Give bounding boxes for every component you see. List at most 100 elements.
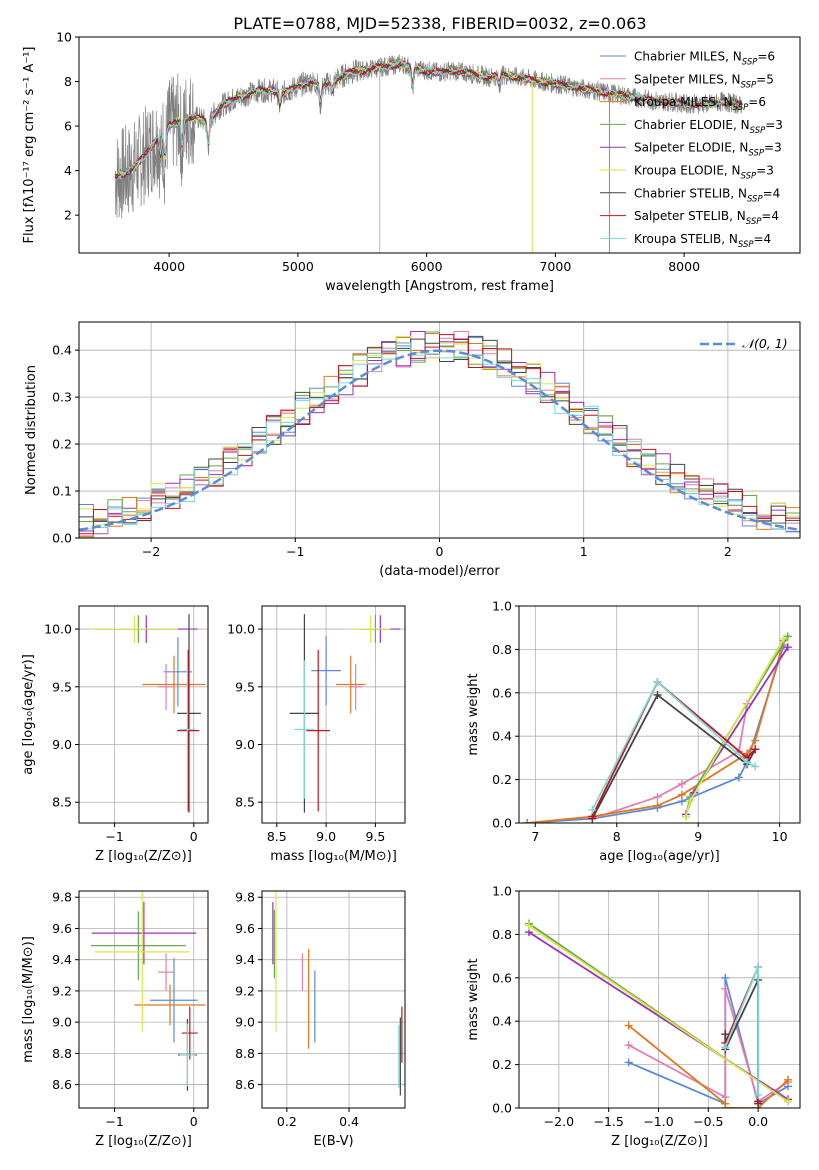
weight-marker bbox=[784, 1075, 793, 1084]
y-tick-label: 9.8 bbox=[52, 890, 72, 905]
y-tick-label: 9.6 bbox=[235, 921, 255, 936]
plot-area bbox=[524, 919, 793, 1108]
x-axis-label: Z [log₁₀(Z/Z⊙)] bbox=[95, 1134, 192, 1149]
x-axis-label: E(B-V) bbox=[313, 1134, 353, 1149]
weight-marker bbox=[783, 643, 792, 652]
axes-frame bbox=[261, 605, 406, 824]
spectrum-axes: 4000 5000 6000 7000 8000 2 4 6 8 10 wavelength [An… bbox=[22, 30, 801, 294]
plot-area bbox=[272, 891, 403, 1096]
weight-marker bbox=[653, 677, 662, 686]
y-axis-label: mass weight bbox=[466, 958, 481, 1040]
x-axis-label: Z [log₁₀(Z/Z⊙)] bbox=[611, 1134, 708, 1149]
weight-marker bbox=[751, 762, 760, 771]
y-tick-label: 9.0 bbox=[235, 737, 255, 752]
y-tick-label: 0.2 bbox=[52, 437, 72, 452]
x-tick-label: −1 bbox=[105, 1114, 123, 1129]
x-tick-label: 8000 bbox=[668, 259, 700, 274]
y-tick-label: 8 bbox=[64, 74, 72, 89]
y-tick-label: 2 bbox=[64, 208, 72, 223]
plot-area bbox=[79, 331, 800, 538]
x-tick-label: 0.0 bbox=[748, 1114, 768, 1129]
y-tick-label: 0.8 bbox=[492, 927, 512, 942]
weight-marker bbox=[754, 1090, 763, 1099]
y-axis-label: Flux [fλ10⁻¹⁷ erg cm⁻² s⁻¹ A⁻¹] bbox=[22, 47, 37, 244]
y-tick-label: 9.0 bbox=[52, 1015, 72, 1030]
y-tick-label: 4 bbox=[64, 163, 72, 178]
y-tick-label: 0.0 bbox=[492, 1101, 512, 1116]
legend-entry: Salpeter MILES, NSSP=5 bbox=[634, 72, 774, 90]
errorbar-axes: 8.5 9.0 9.5 8.5 9.0 9.5 10.0 mass [log₁₀(M/M⊙)] bbox=[227, 605, 406, 864]
x-tick-label: 8 bbox=[613, 829, 621, 844]
x-axis-label: mass [log₁₀(M/M⊙)] bbox=[270, 849, 397, 864]
legend-entry: Salpeter STELIB, NSSP=4 bbox=[634, 209, 779, 227]
weight-marker bbox=[588, 805, 597, 814]
observed-spectrum bbox=[114, 54, 743, 219]
y-tick-label: 9.2 bbox=[52, 983, 72, 998]
y-axis-label: mass [log₁₀(M/M⊙)] bbox=[21, 936, 36, 1063]
y-tick-label: 0.4 bbox=[492, 729, 512, 744]
y-tick-label: 0.8 bbox=[492, 642, 512, 657]
weight-marker bbox=[653, 801, 662, 810]
y-tick-label: 0.1 bbox=[52, 484, 72, 499]
x-tick-label: −2.0 bbox=[544, 1114, 574, 1129]
weight-marker bbox=[783, 632, 792, 641]
histogram-krou_stelib bbox=[79, 342, 800, 533]
y-tick-label: 8.5 bbox=[235, 795, 255, 810]
weight-marker bbox=[754, 962, 763, 971]
y-tick-label: 0.4 bbox=[492, 1014, 512, 1029]
y-tick-label: 9.2 bbox=[235, 983, 255, 998]
axes-frame bbox=[78, 890, 209, 1109]
y-tick-label: 0.6 bbox=[492, 685, 512, 700]
legend-entry: Salpeter ELODIE, NSSP=3 bbox=[634, 141, 782, 159]
weight-marker bbox=[751, 736, 760, 745]
weight-marker bbox=[721, 1043, 730, 1052]
x-axis-label: Z [log₁₀(Z/Z⊙)] bbox=[95, 849, 192, 864]
x-tick-label: 9.0 bbox=[316, 829, 336, 844]
weight-marker bbox=[624, 1041, 633, 1050]
x-tick-label: −1.5 bbox=[594, 1114, 624, 1129]
y-tick-label: 9.6 bbox=[52, 921, 72, 936]
y-tick-label: 0.4 bbox=[52, 343, 72, 358]
weight-marker bbox=[734, 773, 743, 782]
weight-marker bbox=[524, 921, 533, 930]
weight-line-salp_miles bbox=[592, 703, 748, 820]
weight-line-chab_stelib bbox=[591, 693, 756, 820]
weight-axes: 7 8 9 10 0.0 0.2 0.4 0.6 0.8 1.0 age [log₁₀(age/yr… bbox=[466, 599, 801, 864]
plot-area bbox=[90, 614, 206, 813]
plot-area bbox=[523, 632, 792, 823]
legend-entry: Kroupa ELODIE, NSSP=3 bbox=[634, 164, 774, 182]
y-tick-label: 8.6 bbox=[235, 1077, 255, 1092]
model-spectrum-salp_stelib bbox=[114, 59, 742, 181]
weight-line-krou_miles bbox=[628, 1024, 789, 1108]
spectrum-legend: Chabrier MILES, NSSP=6 Salpeter MILES, NS… bbox=[600, 50, 783, 250]
weight-marker bbox=[779, 634, 788, 643]
model-spectrum-krou_stelib bbox=[114, 58, 742, 181]
weight-marker bbox=[681, 812, 690, 821]
x-axis-label: (data-model)/error bbox=[379, 564, 500, 579]
weight-marker bbox=[721, 1104, 730, 1108]
x-tick-label: 0.2 bbox=[277, 1114, 297, 1129]
plot-area bbox=[289, 614, 401, 813]
x-tick-label: 0 bbox=[190, 1114, 198, 1129]
axes-frame bbox=[261, 890, 406, 1109]
x-tick-label: 0 bbox=[436, 544, 444, 559]
x-tick-label: 7000 bbox=[539, 259, 571, 274]
y-tick-label: 0.6 bbox=[492, 970, 512, 985]
legend-entry: Kroupa STELIB, NSSP=4 bbox=[634, 232, 771, 250]
x-tick-label: −1 bbox=[105, 829, 123, 844]
weight-axes: −2.0 −1.5 −1.0 −0.5 0.0 0.0 0.2 0.4 0.6 0.8 1.0 Z [… bbox=[466, 884, 801, 1149]
errorbar-axes: 0.2 0.4 8.6 8.8 9.0 9.2 9.4 9.6 9.8 E(B-V) bbox=[235, 890, 406, 1149]
weight-marker bbox=[784, 1097, 793, 1106]
y-axis-label: Normed distribution bbox=[24, 365, 39, 495]
x-tick-label: −2 bbox=[142, 544, 160, 559]
x-tick-label: 8.5 bbox=[267, 829, 287, 844]
weight-line-krou_miles bbox=[527, 640, 785, 823]
y-tick-label: 10 bbox=[56, 30, 72, 45]
x-tick-label: 0 bbox=[190, 829, 198, 844]
errorbar-axes: −1 0 8.5 9.0 9.5 10.0 Z [log₁₀(Z/Z⊙)] age [log₁… bbox=[21, 605, 209, 864]
y-tick-label: 9.4 bbox=[235, 952, 255, 967]
weight-marker bbox=[653, 792, 662, 801]
plot-area bbox=[90, 891, 206, 1091]
weight-marker bbox=[751, 745, 760, 754]
